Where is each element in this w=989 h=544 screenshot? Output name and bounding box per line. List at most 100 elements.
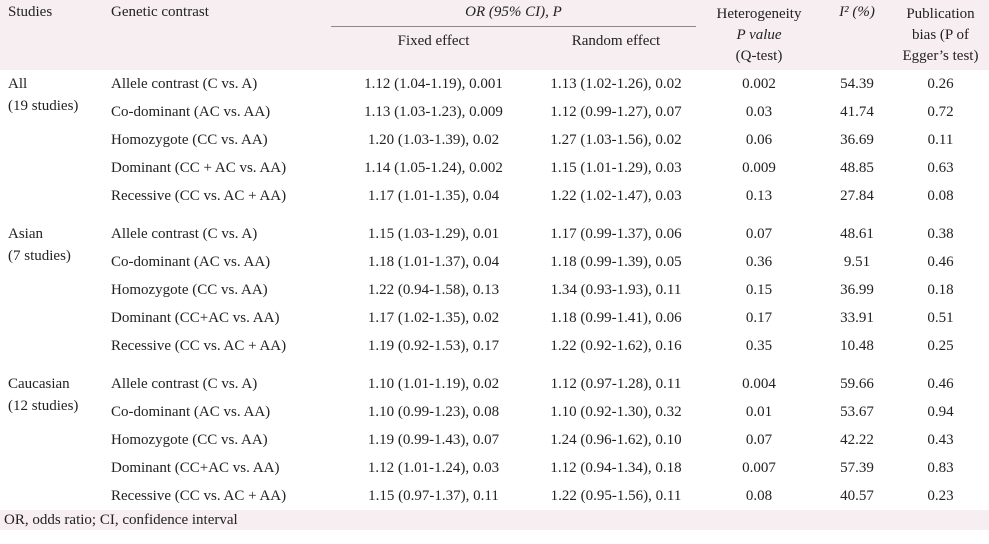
or-group-label: OR (95% CI), P bbox=[465, 4, 562, 20]
i2-cell: 27.84 bbox=[840, 188, 874, 204]
fixed-effect-cell: 1.17 (1.01-1.35), 0.04 bbox=[367, 188, 500, 204]
publication-bias-cell: 0.26 bbox=[927, 76, 954, 92]
contrast-cell: Dominant (CC + AC vs. AA) bbox=[111, 160, 287, 176]
random-effect-cell: 1.17 (0.99-1.37), 0.06 bbox=[550, 226, 682, 242]
contrast-cell: Co-dominant (AC vs. AA) bbox=[111, 254, 271, 270]
contrast-cell: Homozygote (CC vs. AA) bbox=[111, 132, 268, 148]
study-group-count: (19 studies) bbox=[8, 98, 79, 114]
heterogeneity-cell: 0.08 bbox=[745, 488, 773, 504]
publication-bias-cell: 0.43 bbox=[927, 432, 954, 448]
header-i2: I² (%) bbox=[822, 0, 892, 70]
i2-cell: 10.48 bbox=[840, 338, 874, 354]
table-row: Caucasian (12 studies) Allele contrast (C … bbox=[0, 370, 989, 414]
table-body: All (19 studies) Allele contrast (C vs. A)… bbox=[0, 70, 989, 510]
publication-bias-cell: 0.11 bbox=[927, 132, 954, 148]
i2-cell: 59.66 bbox=[840, 376, 874, 392]
study-group-name: Asian bbox=[8, 226, 43, 242]
header-fixed-effect: Fixed effect bbox=[331, 26, 536, 70]
random-effect-cell: 1.12 (0.94-1.34), 0.18 bbox=[550, 460, 682, 476]
heterogeneity-cell: 0.07 bbox=[745, 226, 773, 242]
heterogeneity-cell: 0.06 bbox=[745, 132, 773, 148]
contrast-cell: Co-dominant (AC vs. AA) bbox=[111, 404, 271, 420]
fixed-effect-cell: 1.10 (0.99-1.23), 0.08 bbox=[367, 404, 500, 420]
table-row: Dominant (CC+AC vs. AA) 1.17 (1.02-1.35),… bbox=[0, 304, 989, 332]
publication-bias-cell: 0.23 bbox=[927, 488, 954, 504]
fixed-effect-cell: 1.13 (1.03-1.23), 0.009 bbox=[364, 104, 503, 120]
i2-cell: 41.74 bbox=[840, 104, 874, 120]
fixed-effect-cell: 1.15 (1.03-1.29), 0.01 bbox=[367, 226, 500, 242]
header-genetic-contrast: Genetic contrast bbox=[101, 0, 331, 70]
heterogeneity-cell: 0.07 bbox=[745, 432, 773, 448]
header-pub-line1: Publication bbox=[906, 6, 975, 22]
contrast-cell: Allele contrast (C vs. A) bbox=[111, 376, 258, 392]
random-effect-cell: 1.18 (0.99-1.41), 0.06 bbox=[550, 310, 682, 326]
i2-cell: 54.39 bbox=[840, 76, 874, 92]
fixed-effect-cell: 1.15 (0.97-1.37), 0.11 bbox=[368, 488, 499, 504]
i2-cell: 36.99 bbox=[840, 282, 874, 298]
study-group-count: (7 studies) bbox=[8, 248, 71, 264]
i2-cell: 33.91 bbox=[840, 310, 874, 326]
study-group-label: All (19 studies) bbox=[0, 70, 101, 210]
header-random-effect: Random effect bbox=[536, 26, 696, 70]
study-group-label: Asian (7 studies) bbox=[0, 220, 101, 360]
i2-cell: 42.22 bbox=[840, 432, 874, 448]
publication-bias-cell: 0.51 bbox=[927, 310, 954, 326]
header-studies: Studies bbox=[0, 0, 101, 70]
fixed-effect-cell: 1.19 (0.92-1.53), 0.17 bbox=[367, 338, 500, 354]
contrast-cell: Co-dominant (AC vs. AA) bbox=[111, 104, 271, 120]
random-effect-cell: 1.34 (0.93-1.93), 0.11 bbox=[550, 282, 682, 298]
contrast-cell: Recessive (CC vs. AC + AA) bbox=[111, 188, 287, 204]
publication-bias-cell: 0.94 bbox=[927, 404, 954, 420]
table-row: Co-dominant (AC vs. AA) 1.18 (1.01-1.37),… bbox=[0, 248, 989, 276]
table-row: Homozygote (CC vs. AA) 1.22 (0.94-1.58), … bbox=[0, 276, 989, 304]
header-heterogeneity-line3: (Q-test) bbox=[735, 48, 783, 64]
random-effect-cell: 1.10 (0.92-1.30), 0.32 bbox=[550, 404, 682, 420]
i2-cell: 36.69 bbox=[840, 132, 874, 148]
heterogeneity-cell: 0.009 bbox=[742, 160, 776, 176]
header-or-group: OR (95% CI), P bbox=[331, 0, 696, 27]
study-group-name: Caucasian bbox=[8, 376, 70, 392]
study-group-label: Caucasian (12 studies) bbox=[0, 370, 101, 510]
contrast-cell: Dominant (CC+AC vs. AA) bbox=[111, 460, 280, 476]
header-pub-line2: bias (P of bbox=[912, 27, 969, 43]
contrast-cell: Recessive (CC vs. AC + AA) bbox=[111, 488, 287, 504]
fixed-effect-cell: 1.12 (1.04-1.19), 0.001 bbox=[364, 76, 503, 92]
random-effect-cell: 1.22 (1.02-1.47), 0.03 bbox=[550, 188, 682, 204]
table-row: Co-dominant (AC vs. AA) 1.10 (0.99-1.23),… bbox=[0, 398, 989, 426]
heterogeneity-cell: 0.36 bbox=[745, 254, 773, 270]
heterogeneity-cell: 0.007 bbox=[742, 460, 776, 476]
contrast-cell: Dominant (CC+AC vs. AA) bbox=[111, 310, 280, 326]
contrast-cell: Homozygote (CC vs. AA) bbox=[111, 432, 268, 448]
contrast-cell: Homozygote (CC vs. AA) bbox=[111, 282, 268, 298]
contrast-cell: Recessive (CC vs. AC + AA) bbox=[111, 338, 287, 354]
random-effect-cell: 1.22 (0.92-1.62), 0.16 bbox=[550, 338, 682, 354]
publication-bias-cell: 0.46 bbox=[927, 376, 954, 392]
header-pub-line3: Egger’s test) bbox=[902, 48, 979, 64]
heterogeneity-cell: 0.15 bbox=[745, 282, 773, 298]
table-row: Recessive (CC vs. AC + AA) 1.17 (1.01-1.3… bbox=[0, 182, 989, 210]
random-effect-cell: 1.12 (0.97-1.28), 0.11 bbox=[550, 376, 682, 392]
publication-bias-cell: 0.08 bbox=[927, 188, 954, 204]
table-row: All (19 studies) Allele contrast (C vs. A)… bbox=[0, 70, 989, 114]
table-row: Dominant (CC + AC vs. AA) 1.14 (1.05-1.24… bbox=[0, 154, 989, 182]
random-effect-cell: 1.15 (1.01-1.29), 0.03 bbox=[550, 160, 682, 176]
study-group-count: (12 studies) bbox=[8, 398, 79, 414]
publication-bias-cell: 0.83 bbox=[927, 460, 954, 476]
heterogeneity-cell: 0.004 bbox=[742, 376, 776, 392]
header-publication-bias: Publication bias (P of Egger’s test) bbox=[892, 0, 989, 70]
header-heterogeneity-line2: P value bbox=[736, 27, 782, 43]
header-heterogeneity-line1: Heterogeneity bbox=[716, 6, 802, 22]
i2-cell: 48.85 bbox=[840, 160, 874, 176]
heterogeneity-cell: 0.03 bbox=[745, 104, 773, 120]
publication-bias-cell: 0.38 bbox=[927, 226, 954, 242]
publication-bias-cell: 0.18 bbox=[927, 282, 954, 298]
table-row: Dominant (CC+AC vs. AA) 1.12 (1.01-1.24),… bbox=[0, 454, 989, 482]
random-effect-cell: 1.18 (0.99-1.39), 0.05 bbox=[550, 254, 682, 270]
table-footnote: OR, odds ratio; CI, confidence interval bbox=[0, 510, 989, 530]
table-row: Co-dominant (AC vs. AA) 1.13 (1.03-1.23),… bbox=[0, 98, 989, 126]
table-row: Recessive (CC vs. AC + AA) 1.15 (0.97-1.3… bbox=[0, 482, 989, 510]
table-row: Recessive (CC vs. AC + AA) 1.19 (0.92-1.5… bbox=[0, 332, 989, 360]
fixed-effect-cell: 1.10 (1.01-1.19), 0.02 bbox=[367, 376, 500, 392]
publication-bias-cell: 0.25 bbox=[927, 338, 954, 354]
fixed-effect-cell: 1.17 (1.02-1.35), 0.02 bbox=[367, 310, 500, 326]
